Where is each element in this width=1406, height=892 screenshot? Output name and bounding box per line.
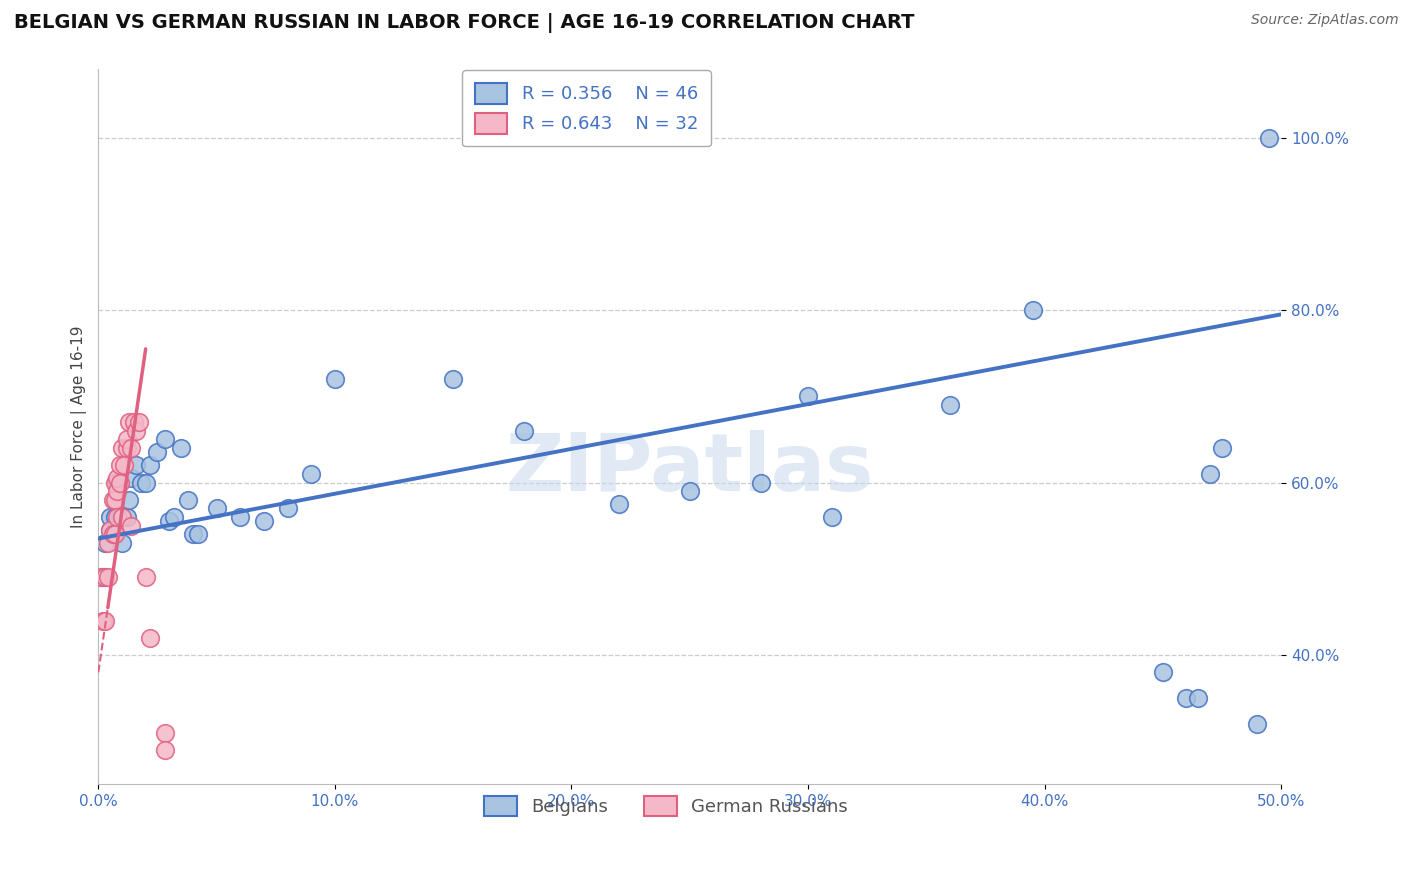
Legend: Belgians, German Russians: Belgians, German Russians <box>475 787 856 825</box>
Point <box>1187 691 1209 706</box>
Text: BELGIAN VS GERMAN RUSSIAN IN LABOR FORCE | AGE 16-19 CORRELATION CHART: BELGIAN VS GERMAN RUSSIAN IN LABOR FORCE… <box>14 13 914 33</box>
Point <box>153 743 176 757</box>
Point <box>98 510 121 524</box>
Point <box>323 372 346 386</box>
Point <box>101 527 124 541</box>
Point <box>115 433 138 447</box>
Point <box>125 424 148 438</box>
Point <box>97 536 120 550</box>
Point <box>139 458 162 473</box>
Point <box>441 372 464 386</box>
Point <box>797 389 820 403</box>
Point <box>94 570 117 584</box>
Point <box>177 492 200 507</box>
Point <box>135 570 157 584</box>
Point <box>105 475 128 490</box>
Point <box>607 497 630 511</box>
Point <box>121 471 143 485</box>
Point <box>1211 441 1233 455</box>
Point <box>170 441 193 455</box>
Point <box>122 415 145 429</box>
Point <box>121 518 143 533</box>
Point <box>187 527 209 541</box>
Point <box>1152 665 1174 680</box>
Point <box>118 492 141 507</box>
Point <box>1199 467 1222 481</box>
Point <box>108 510 131 524</box>
Point <box>1246 717 1268 731</box>
Point <box>749 475 772 490</box>
Point <box>104 492 127 507</box>
Point <box>128 415 150 429</box>
Point <box>111 510 134 524</box>
Point <box>111 536 134 550</box>
Point <box>112 458 135 473</box>
Point <box>125 458 148 473</box>
Point <box>105 510 128 524</box>
Point <box>105 471 128 485</box>
Point <box>115 510 138 524</box>
Point <box>277 501 299 516</box>
Point <box>205 501 228 516</box>
Point <box>101 492 124 507</box>
Point <box>153 433 176 447</box>
Point <box>181 527 204 541</box>
Point <box>229 510 252 524</box>
Point <box>1022 303 1045 318</box>
Point <box>1258 130 1281 145</box>
Point <box>299 467 322 481</box>
Point <box>97 570 120 584</box>
Point <box>939 398 962 412</box>
Point <box>253 514 276 528</box>
Point <box>98 523 121 537</box>
Point <box>153 725 176 739</box>
Point <box>91 570 114 584</box>
Point <box>157 514 180 528</box>
Point <box>679 484 702 499</box>
Point <box>104 510 127 524</box>
Point <box>94 536 117 550</box>
Point <box>104 527 127 541</box>
Point <box>105 484 128 499</box>
Point <box>135 475 157 490</box>
Point <box>111 510 134 524</box>
Point <box>163 510 186 524</box>
Point <box>115 441 138 455</box>
Point <box>104 475 127 490</box>
Point <box>90 570 112 584</box>
Point <box>1175 691 1198 706</box>
Point <box>129 475 152 490</box>
Text: Source: ZipAtlas.com: Source: ZipAtlas.com <box>1251 13 1399 28</box>
Point <box>111 441 134 455</box>
Point <box>98 523 121 537</box>
Point <box>146 445 169 459</box>
Y-axis label: In Labor Force | Age 16-19: In Labor Force | Age 16-19 <box>72 326 87 528</box>
Point <box>94 614 117 628</box>
Text: ZIPatlas: ZIPatlas <box>506 431 875 508</box>
Point <box>91 614 114 628</box>
Point <box>118 415 141 429</box>
Point <box>108 458 131 473</box>
Point <box>108 475 131 490</box>
Point <box>821 510 844 524</box>
Point <box>513 424 536 438</box>
Point <box>139 631 162 645</box>
Point <box>121 441 143 455</box>
